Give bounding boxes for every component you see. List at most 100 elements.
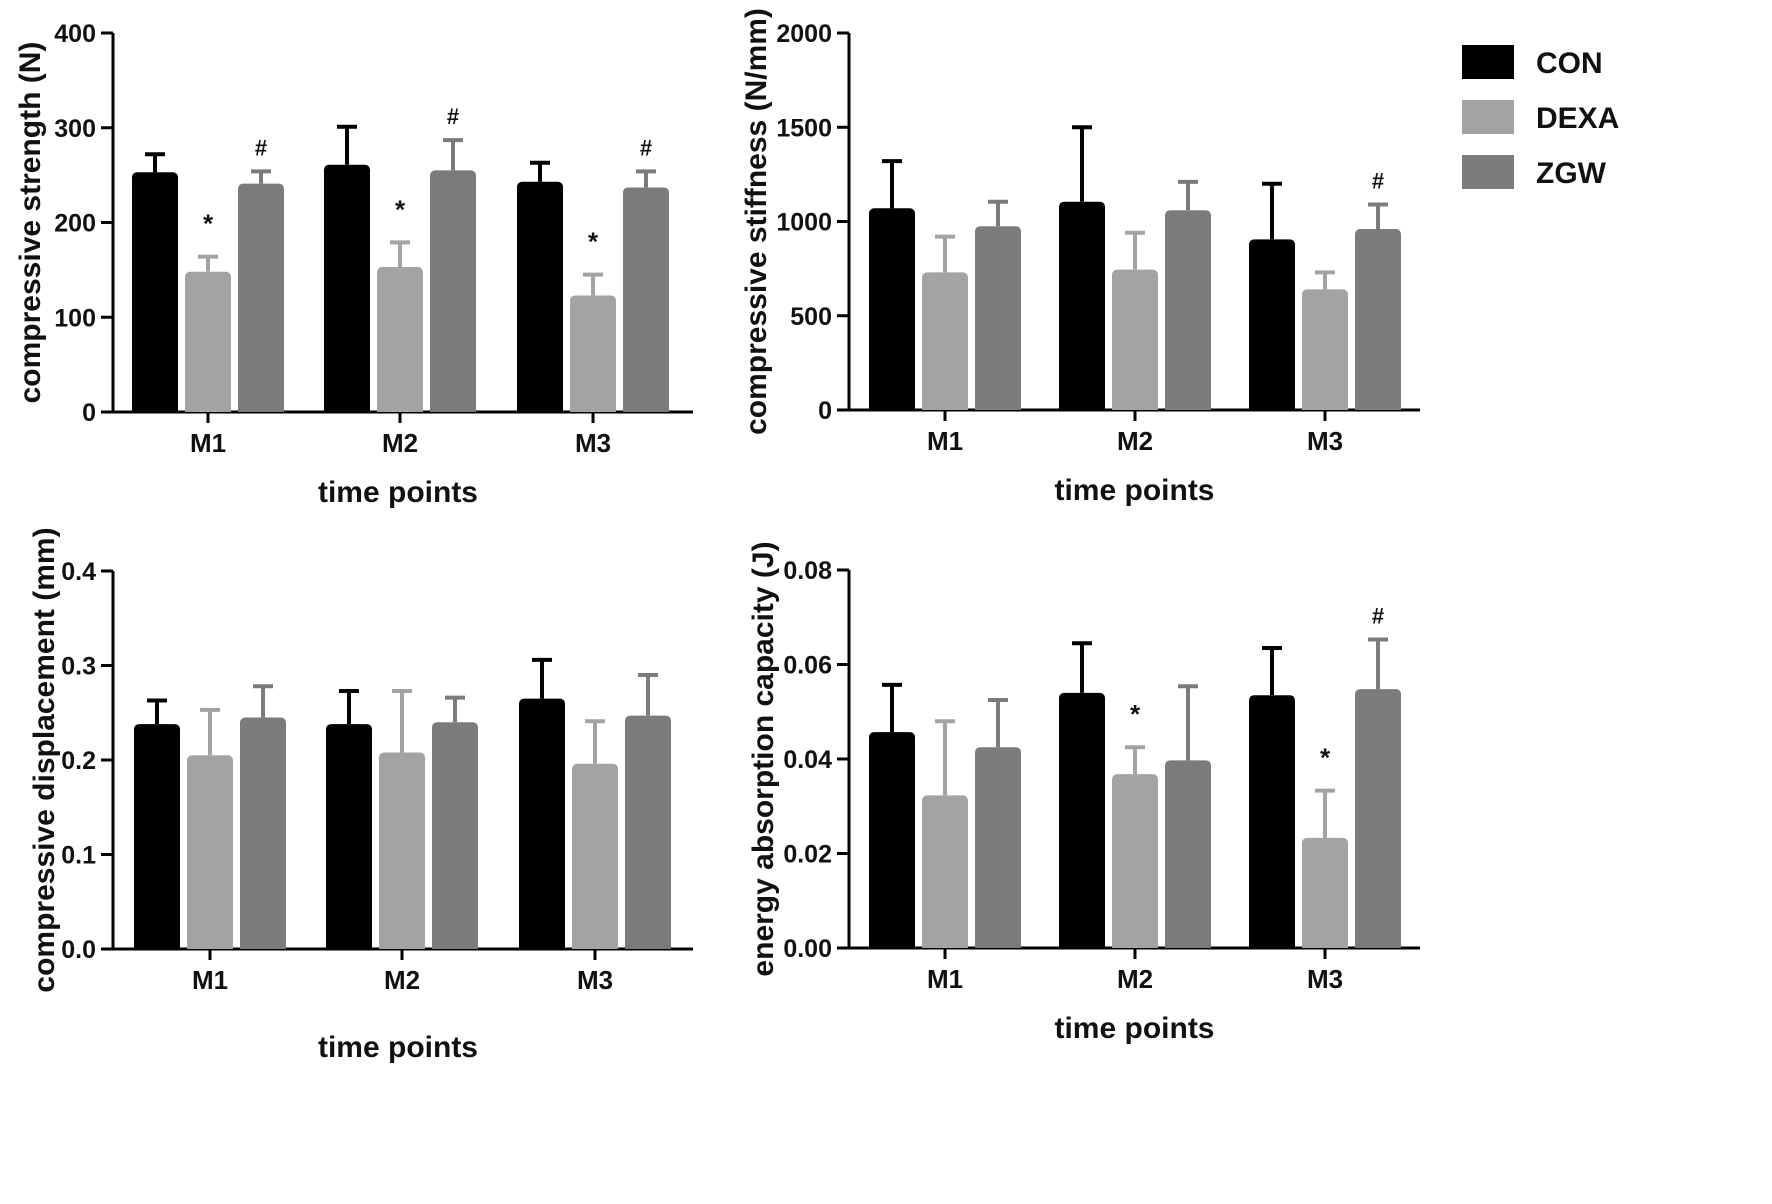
- bar-dexa-m2: [1112, 774, 1158, 948]
- legend-swatch-con: [1462, 45, 1514, 79]
- x-tick-label: M3: [575, 428, 611, 458]
- bar-con-m1: [132, 172, 178, 412]
- y-tick-label: 1000: [776, 209, 832, 237]
- bar-con-m1: [134, 724, 180, 949]
- bar-dexa-m2: [379, 752, 425, 949]
- x-tick-label: M1: [927, 426, 963, 456]
- significance-hash: #: [447, 104, 459, 129]
- x-tick-label: M3: [1307, 426, 1343, 456]
- bar-zgw-m2: [1165, 760, 1211, 948]
- bar-dexa-m1: [187, 755, 233, 949]
- bar-base: [922, 938, 968, 948]
- bar-con-m3: [1249, 695, 1295, 948]
- bar-con-m1: [869, 208, 915, 410]
- bar-zgw-m3: [1355, 229, 1401, 410]
- bar-base: [517, 402, 563, 412]
- bar-base: [134, 939, 180, 949]
- chart-panel-compressive-strength: 0 100 200 300 400 M1 M2 M3 compressive strength …: [14, 20, 693, 509]
- bar-base: [623, 402, 669, 412]
- bar-con-m3: [519, 698, 565, 949]
- significance-star: *: [203, 209, 214, 239]
- bar-dexa-m1: [185, 271, 231, 412]
- y-tick-label: 2000: [776, 20, 832, 48]
- significance-star: *: [1130, 699, 1141, 729]
- bar-con-m2: [1059, 692, 1105, 948]
- bar-dexa-m3: [570, 295, 616, 412]
- x-tick-label: M3: [577, 965, 613, 995]
- bar-base: [1302, 938, 1348, 948]
- legend-label-con: CON: [1536, 47, 1603, 80]
- bar-dexa-m2: [1112, 269, 1158, 410]
- legend-swatch-dexa: [1462, 100, 1514, 134]
- bar-base: [1165, 400, 1211, 410]
- bar-dexa-m1: [922, 272, 968, 410]
- y-tick-label: 400: [54, 20, 96, 48]
- bar-base: [572, 939, 618, 949]
- bar-zgw-m1: [975, 747, 1021, 948]
- bar-base: [922, 400, 968, 410]
- significance-hash: #: [1372, 603, 1384, 628]
- bar-dexa-m3: [1302, 837, 1348, 948]
- chart-panel-energy-absorption-capacity: 0.00 0.02 0.04 0.06 0.08 M1 M2 M3 energy absorpt…: [747, 541, 1420, 1045]
- bar-base: [238, 402, 284, 412]
- bar-base: [869, 400, 915, 410]
- legend: CON DEXA ZGW: [1462, 45, 1619, 190]
- x-tick-label: M2: [1117, 426, 1153, 456]
- bar-base: [379, 939, 425, 949]
- bar-base: [869, 938, 915, 948]
- bar-base: [519, 939, 565, 949]
- y-tick-label: 0.1: [61, 842, 96, 870]
- y-tick-label: 0.06: [783, 652, 832, 680]
- significance-hash: #: [1372, 169, 1384, 194]
- y-axis-title: compressive displacement (mm): [28, 527, 61, 992]
- y-tick-label: 0.0: [61, 936, 96, 964]
- bar-base: [326, 939, 372, 949]
- x-axis-title: time points: [1054, 1012, 1214, 1045]
- y-tick-label: 0.4: [61, 558, 96, 586]
- y-axis-title: compressive strength (N): [14, 42, 47, 404]
- bar-base: [570, 402, 616, 412]
- significance-star: *: [588, 227, 599, 257]
- chart-panel-compressive-stiffness: 0 500 1000 1500 2000 M1 M2 M3 compressive stiffn…: [740, 8, 1420, 507]
- legend-label-dexa: DEXA: [1536, 102, 1619, 135]
- chart-panels: 0 100 200 300 400 M1 M2 M3 compressive strength …: [14, 8, 1420, 1064]
- x-tick-label: M1: [190, 428, 226, 458]
- bar-dexa-m3: [572, 763, 618, 949]
- bar-zgw-m3: [623, 187, 669, 412]
- bar-zgw-m3: [625, 715, 671, 949]
- bar-base: [1112, 938, 1158, 948]
- y-tick-label: 0: [818, 397, 832, 425]
- y-tick-label: 300: [54, 115, 96, 143]
- bar-base: [430, 402, 476, 412]
- bar-con-m2: [324, 164, 370, 412]
- y-tick-label: 0.02: [783, 841, 832, 869]
- bar-base: [1355, 938, 1401, 948]
- bar-dexa-m1: [922, 795, 968, 948]
- chart-panel-compressive-displacement: 0.0 0.1 0.2 0.3 0.4 M1 M2 M3 compressive displac…: [28, 527, 693, 1064]
- significance-hash: #: [640, 135, 652, 160]
- y-tick-label: 0.3: [61, 653, 96, 681]
- x-tick-label: M2: [384, 965, 420, 995]
- bar-zgw-m1: [238, 183, 284, 412]
- x-axis-title: time points: [1054, 474, 1214, 507]
- y-tick-label: 0.00: [783, 935, 832, 963]
- bar-base: [132, 402, 178, 412]
- significance-hash: #: [255, 135, 267, 160]
- y-tick-label: 500: [790, 303, 832, 331]
- bar-dexa-m3: [1302, 289, 1348, 410]
- y-tick-label: 0.2: [61, 747, 96, 775]
- significance-star: *: [395, 194, 406, 224]
- bar-base: [1249, 400, 1295, 410]
- significance-star: *: [1320, 743, 1331, 773]
- y-tick-label: 200: [54, 210, 96, 238]
- x-tick-label: M3: [1307, 964, 1343, 994]
- bar-con-m3: [517, 181, 563, 412]
- bar-base: [975, 400, 1021, 410]
- bar-base: [1302, 400, 1348, 410]
- bar-zgw-m2: [1165, 210, 1211, 410]
- bar-base: [1059, 400, 1105, 410]
- bar-zgw-m3: [1355, 689, 1401, 948]
- bar-con-m2: [1059, 201, 1105, 410]
- bar-base: [1059, 938, 1105, 948]
- bar-base: [975, 938, 1021, 948]
